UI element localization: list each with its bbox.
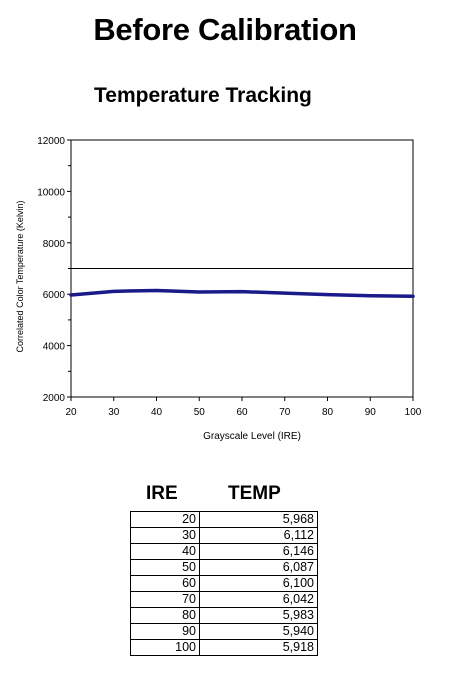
ire-cell: 90 bbox=[130, 623, 200, 640]
table-row: 60 6,100 bbox=[130, 575, 318, 592]
table-row: 70 6,042 bbox=[130, 591, 318, 608]
temp-cell: 5,983 bbox=[199, 607, 318, 624]
table-row: 20 5,968 bbox=[130, 511, 318, 528]
y-tick-label: 10000 bbox=[37, 187, 65, 198]
x-tick-label: 70 bbox=[279, 407, 291, 418]
ire-cell: 50 bbox=[130, 559, 200, 576]
series-line bbox=[69, 288, 415, 299]
table-row: 80 5,983 bbox=[130, 607, 318, 624]
x-tick-label: 40 bbox=[151, 407, 163, 418]
x-tick-label: 80 bbox=[322, 407, 334, 418]
table-row: 100 5,918 bbox=[130, 639, 318, 656]
x-axis-label: Grayscale Level (IRE) bbox=[203, 431, 301, 442]
y-tick-label: 8000 bbox=[43, 239, 66, 250]
page-title: Before Calibration bbox=[93, 12, 357, 47]
x-tick-label: 30 bbox=[108, 407, 120, 418]
temperature-tracking-chart: 2000 4000 6000 8000 10000 12000 20 30 40 50 60 70 80… bbox=[15, 136, 422, 442]
ire-cell: 20 bbox=[130, 511, 200, 528]
y-tick-label: 2000 bbox=[43, 393, 66, 404]
table-row: 30 6,112 bbox=[130, 527, 318, 544]
temp-cell: 5,968 bbox=[199, 511, 318, 528]
table-header-temp: TEMP bbox=[228, 483, 281, 504]
y-tick-label: 6000 bbox=[43, 290, 66, 301]
ire-cell: 60 bbox=[130, 575, 200, 592]
ire-cell: 40 bbox=[130, 543, 200, 560]
ire-cell: 80 bbox=[130, 607, 200, 624]
x-tick-label: 60 bbox=[236, 407, 248, 418]
x-tick-label: 90 bbox=[365, 407, 377, 418]
temp-cell: 6,146 bbox=[199, 543, 318, 560]
x-tick-label: 50 bbox=[194, 407, 206, 418]
temperature-table: 20 5,968 30 6,112 40 6,146 50 6,087 60 6,100 70 6,0… bbox=[130, 511, 318, 656]
x-tick-label: 20 bbox=[65, 407, 77, 418]
ire-cell: 30 bbox=[130, 527, 200, 544]
table-header-ire: IRE bbox=[146, 483, 178, 504]
temp-cell: 6,100 bbox=[199, 575, 318, 592]
temp-cell: 5,940 bbox=[199, 623, 318, 640]
y-tick-label: 12000 bbox=[37, 136, 65, 147]
ire-cell: 100 bbox=[130, 639, 200, 656]
ire-cell: 70 bbox=[130, 591, 200, 608]
temp-cell: 6,087 bbox=[199, 559, 318, 576]
table-row: 90 5,940 bbox=[130, 623, 318, 640]
temp-cell: 6,112 bbox=[199, 527, 318, 544]
temp-cell: 6,042 bbox=[199, 591, 318, 608]
x-tick-label: 100 bbox=[405, 407, 422, 418]
chart-title: Temperature Tracking bbox=[94, 84, 312, 107]
temp-cell: 5,918 bbox=[199, 639, 318, 656]
table-row: 40 6,146 bbox=[130, 543, 318, 560]
table-row: 50 6,087 bbox=[130, 559, 318, 576]
y-tick-label: 4000 bbox=[43, 342, 66, 353]
y-axis-label: Correlated Color Temperature (Kelvin) bbox=[15, 201, 25, 353]
